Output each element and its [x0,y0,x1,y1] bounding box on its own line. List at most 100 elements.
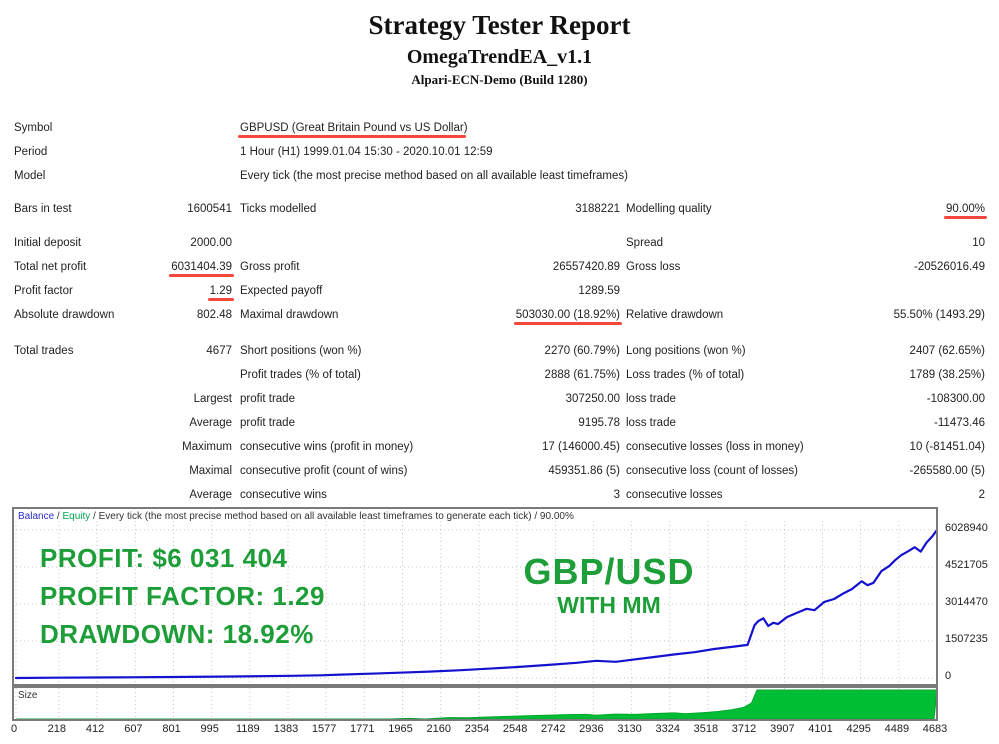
stats-cell: Total trades [14,345,160,357]
size-histogram-svg [15,688,936,719]
stats-value: Expected payoff [240,285,323,297]
stats-cell: consecutive losses [620,489,865,501]
x-axis-tick-label: 0 [10,723,18,735]
stats-row: Bars in test 1600541 Ticks modelled 3188221… [14,197,988,221]
stats-value: Spread [626,237,664,249]
stats-cell: profit trade [232,393,470,405]
stats-cell: Model [14,170,160,182]
stats-cell: Expected payoff [232,285,470,297]
stats-cell: consecutive wins (profit in money) [232,441,470,453]
x-axis-tick-label: 2354 [464,723,490,735]
stats-cell: GBPUSD (Great Britain Pound vs US Dollar… [232,122,470,138]
stats-cell: 17 (146000.45) [470,441,620,453]
pair-title: GBP/USD [523,551,695,592]
stats-value: Long positions (won %) [626,345,746,357]
stats-value: 2407 (62.65%) [909,345,985,357]
annotation-value: $6 031 404 [152,543,288,573]
stats-value: 55.50% (1493.29) [893,309,985,321]
stats-value: profit trade [240,417,295,429]
stats-value: 9195.78 [578,417,620,429]
annotation-label: PROFIT FACTOR: [40,581,273,611]
stats-cell: 1.29 [160,285,235,301]
stats-cell: 1289.59 [470,285,620,297]
stats-value: Gross loss [626,261,681,273]
stats-value: Total trades [14,345,74,357]
balance-chart-svg [14,521,936,682]
stats-cell: Average [160,417,232,429]
stats-value: 3188221 [575,203,620,215]
stats-cell: 9195.78 [470,417,620,429]
stats-value: Relative drawdown [626,309,724,321]
stats-row: Total net profit 6031404.39 Gross profit 26… [14,255,985,279]
profit-annotation-block: PROFIT: $6 031 404 PROFIT FACTOR: 1.29 DRA… [40,539,325,653]
stats-value: Maximum [182,441,232,453]
stats-value: Ticks modelled [240,203,317,215]
stats-value: consecutive loss (count of losses) [626,465,798,477]
stats-value: loss trade [626,417,676,429]
stats-cell: Modelling quality [620,203,865,215]
stats-value: 4677 [206,345,232,357]
stats-cell: 55.50% (1493.29) [865,309,985,321]
x-axis-tick-label: 218 [47,723,67,735]
stats-row: Largest profit trade 307250.00 loss trade -1… [14,387,985,411]
stats-value: 1289.59 [578,285,620,297]
stats-cell: consecutive profit (count of wins) [232,465,470,477]
ea-name: OmegaTrendEA_v1.1 [406,46,593,68]
stats-value: 1789 (38.25%) [909,369,985,381]
stats-cell: Maximal [160,465,232,477]
size-axis-label: Size [18,690,38,701]
stats-cell: 503030.00 (18.92%) [470,309,623,325]
x-axis-tick-label: 3518 [693,723,719,735]
stats-cell: Period [14,146,160,158]
stats-cell: Total net profit [14,261,160,273]
stats-cell: Gross loss [620,261,865,273]
stats-cell: Long positions (won %) [620,345,865,357]
stats-cell: profit trade [232,417,470,429]
stats-value: Average [189,417,232,429]
stats-cell: 2 [865,489,985,501]
stats-cell: 459351.86 (5) [470,465,620,477]
stats-value: 6031404.39 [169,261,234,277]
stats-value: profit trade [240,393,295,405]
balance-chart-panel: Balance / Equity / Every tick (the most … [12,507,938,686]
legend-balance: Balance [18,511,55,522]
stats-value: Symbol [14,122,53,134]
stats-cell: -265580.00 (5) [865,465,985,477]
stats-value: 10 (-81451.04) [909,441,985,453]
stats-value: consecutive losses (loss in money) [626,441,804,453]
stats-value: Gross profit [240,261,300,273]
stats-value: Initial deposit [14,237,82,249]
x-axis-tick-label: 4683 [922,723,948,735]
x-axis-tick-label: 1189 [236,723,260,735]
stats-cell: -20526016.49 [865,261,985,273]
x-axis-tick-label: 1577 [311,723,337,735]
stats-value: 17 (146000.45) [541,441,620,453]
stats-row: Maximum consecutive wins (profit in money… [14,435,985,459]
stats-value: 307250.00 [565,393,620,405]
stats-value: Profit factor [14,285,73,297]
stats-cell: Bars in test [14,203,160,215]
annotation-line: PROFIT: $6 031 404 [40,539,325,577]
stats-row: Total trades 4677 Short positions (won %) 2… [14,339,985,363]
stats-cell: 6031404.39 [160,261,234,277]
page-title: Strategy Tester Report [368,10,631,40]
y-axis-tick-label: 6028940 [945,522,988,534]
stats-row: Average consecutive wins 3 consecutive loss… [14,483,985,507]
annotation-line: PROFIT FACTOR: 1.29 [40,577,325,615]
stats-cell: 1600541 [160,203,232,215]
x-axis-tick-label: 607 [124,723,143,735]
stats-row: Model Every tick (the most precise method… [14,164,985,188]
stats-value: 90.00% [943,203,988,219]
stats-value: Bars in test [14,203,72,215]
x-axis-tick-label: 2936 [579,723,604,735]
stats-cell: loss trade [620,417,865,429]
stats-value: 1 Hour (H1) 1999.01.04 15:30 - 2020.10.0… [240,146,493,158]
stats-value: consecutive profit (count of wins) [240,465,408,477]
legend-equity: Equity [62,511,91,522]
stats-cell: 2270 (60.79%) [470,345,620,357]
chart-header-rest: / Every tick (the most precise method ba… [90,511,574,522]
stats-row: Symbol GBPUSD (Great Britain Pound vs US … [14,116,985,140]
stats-value: 1.29 [207,285,235,301]
stats-value: 459351.86 (5) [548,465,620,477]
